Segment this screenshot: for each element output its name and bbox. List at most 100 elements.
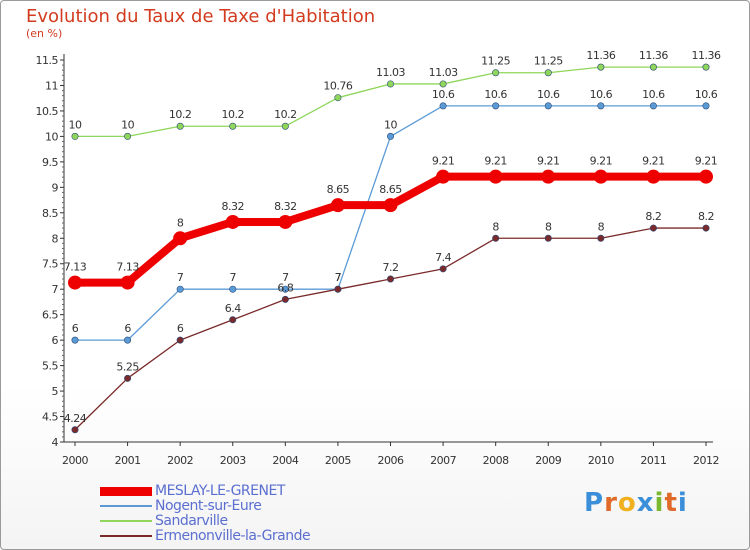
data-label: 7 — [335, 271, 342, 284]
x-tick-label: 2002 — [167, 454, 193, 467]
legend-label-nogent: Nogent-sur-Eure — [155, 498, 262, 514]
logo-letter: P — [584, 488, 605, 518]
data-label: 11.36 — [692, 49, 721, 62]
logo-letter: o — [617, 488, 637, 518]
data-point — [439, 265, 447, 273]
data-point — [176, 336, 184, 344]
data-point — [439, 80, 447, 88]
data-point — [124, 132, 132, 140]
data-label: 9.21 — [695, 155, 718, 168]
data-label: 7.4 — [435, 251, 451, 264]
y-tick-label: 7 — [52, 283, 59, 296]
data-label: 7 — [335, 271, 342, 284]
legend-label-ermenonville: Ermenonville-la-Grande — [155, 528, 311, 544]
x-tick-label: 2006 — [378, 454, 404, 467]
y-tick-label: 6.5 — [42, 309, 58, 322]
data-point — [702, 102, 710, 110]
data-label: 8.32 — [222, 200, 245, 213]
chart-title: Evolution du Taux de Taxe d'Habitation — [26, 6, 376, 27]
data-label: 10.2 — [222, 108, 245, 121]
legend-label-sandarville: Sandarville — [155, 513, 228, 529]
x-tick-label: 2005 — [325, 454, 351, 467]
data-point — [597, 102, 605, 110]
data-label: 10 — [384, 118, 397, 131]
data-label: 8 — [492, 220, 499, 233]
legend-swatch-nogent — [100, 505, 152, 507]
data-point — [702, 63, 710, 71]
data-point — [439, 102, 447, 110]
data-label: 8 — [598, 220, 605, 233]
y-tick-label: 7.5 — [42, 258, 58, 271]
chart-legend: MESLAY-LE-GRENET Nogent-sur-Eure Sandarv… — [100, 484, 360, 544]
data-label: 11.03 — [376, 66, 405, 79]
data-point — [597, 234, 605, 242]
data-label: 6 — [124, 322, 131, 335]
data-point — [120, 275, 135, 290]
data-label: 9.21 — [432, 155, 455, 168]
y-tick-label: 5.5 — [42, 360, 58, 373]
y-tick-label: 6 — [52, 334, 59, 347]
data-label: 10 — [69, 118, 82, 131]
y-tick-label: 11 — [45, 79, 58, 92]
y-tick-label: 8 — [52, 232, 59, 245]
data-label: 10 — [121, 118, 134, 131]
data-label: 10.6 — [590, 88, 613, 101]
data-point — [386, 275, 394, 283]
data-point — [649, 224, 657, 232]
data-point — [386, 132, 394, 140]
data-label: 10.6 — [484, 88, 507, 101]
data-label: 6 — [177, 322, 184, 335]
data-label: 10.6 — [642, 88, 665, 101]
data-label: 10.2 — [169, 108, 192, 121]
x-tick-label: 2003 — [220, 454, 246, 467]
data-point — [386, 80, 394, 88]
logo-letter: t — [664, 488, 678, 518]
data-point — [278, 214, 293, 229]
data-label: 8.65 — [379, 183, 402, 196]
legend-item-meslay: MESLAY-LE-GRENET — [100, 484, 360, 499]
legend-item-nogent: Nogent-sur-Eure — [100, 499, 360, 514]
data-label: 6.4 — [225, 302, 241, 315]
data-label: 11.25 — [481, 55, 510, 68]
data-label: 7 — [282, 271, 289, 284]
chart-unit-label: (en %) — [26, 27, 63, 40]
legend-label-meslay: MESLAY-LE-GRENET — [155, 483, 285, 499]
data-point — [173, 231, 188, 246]
data-point — [71, 336, 79, 344]
y-tick-label: 9 — [52, 181, 59, 194]
data-point — [593, 169, 608, 184]
data-point — [544, 234, 552, 242]
data-point — [124, 374, 132, 382]
data-point — [71, 426, 79, 434]
y-tick-label: 4.5 — [42, 411, 58, 424]
x-tick-label: 2010 — [588, 454, 614, 467]
data-point — [488, 169, 503, 184]
data-label: 9.21 — [484, 155, 507, 168]
y-tick-label: 5 — [52, 385, 59, 398]
data-point — [176, 285, 184, 293]
data-point — [649, 102, 657, 110]
data-label: 4.24 — [64, 412, 87, 425]
x-tick-label: 2001 — [115, 454, 141, 467]
data-point — [229, 316, 237, 324]
data-label: 7.13 — [116, 261, 139, 274]
y-tick-label: 11.5 — [36, 54, 59, 67]
x-tick-label: 2008 — [483, 454, 509, 467]
data-label: 8.32 — [274, 200, 297, 213]
data-point — [68, 275, 82, 290]
data-point — [229, 285, 237, 293]
data-label: 11.03 — [429, 66, 458, 79]
data-label: 7 — [177, 271, 184, 284]
proxiti-logo: Proxiti — [584, 488, 688, 518]
data-point — [597, 63, 605, 71]
data-label: 9.21 — [642, 155, 665, 168]
data-label: 9.21 — [590, 155, 613, 168]
data-label: 10.2 — [274, 108, 297, 121]
logo-letter: r — [604, 488, 618, 518]
data-point — [646, 169, 661, 184]
legend-swatch-meslay — [100, 486, 152, 496]
data-point — [229, 122, 237, 130]
data-point — [71, 132, 79, 140]
y-tick-label: 4 — [52, 436, 59, 449]
